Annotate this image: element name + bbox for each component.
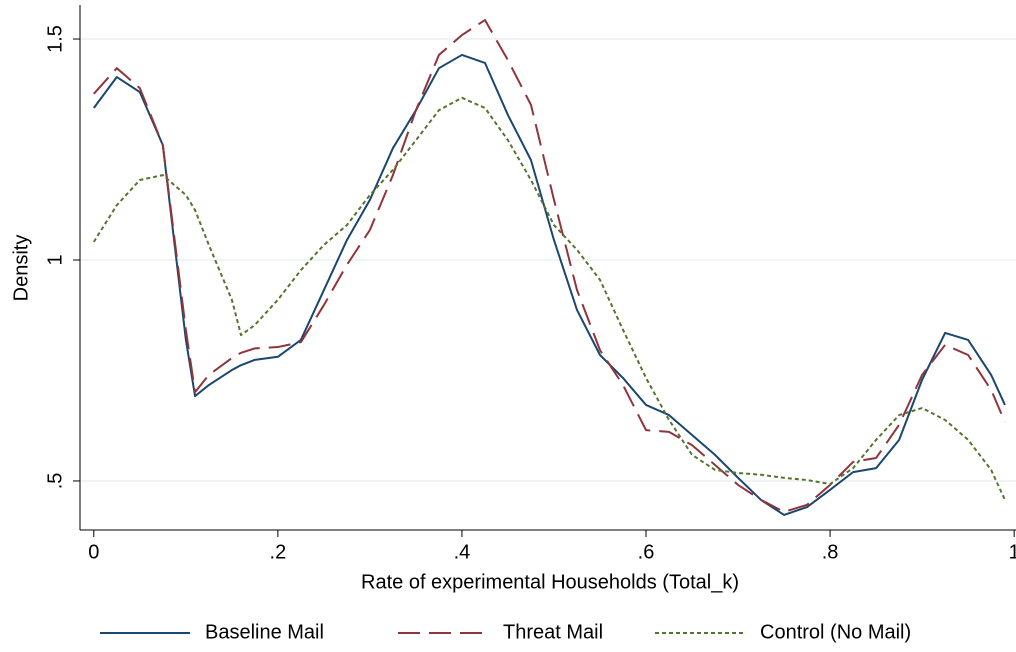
x-tick-label: .8 (822, 541, 839, 563)
x-tick-label: 1 (1009, 541, 1016, 563)
legend-label: Control (No Mail) (760, 621, 911, 643)
y-axis-label: Density (10, 235, 32, 302)
x-tick-label: .2 (270, 541, 287, 563)
density-line (93, 53, 1006, 516)
x-axis-label: Rate of experimental Households (Total_k… (361, 571, 739, 593)
x-tick-label: .4 (454, 541, 471, 563)
y-tick-label: 1.5 (44, 25, 66, 53)
x-tick-label: 0 (88, 541, 99, 563)
x-tick-label: .6 (638, 541, 655, 563)
y-tick-label: .5 (44, 473, 66, 490)
legend-label: Threat Mail (503, 621, 603, 643)
density-line (92, 96, 1006, 501)
density-line (93, 19, 1006, 513)
legend-label: Baseline Mail (205, 621, 324, 643)
y-tick-label: 1 (44, 254, 66, 265)
